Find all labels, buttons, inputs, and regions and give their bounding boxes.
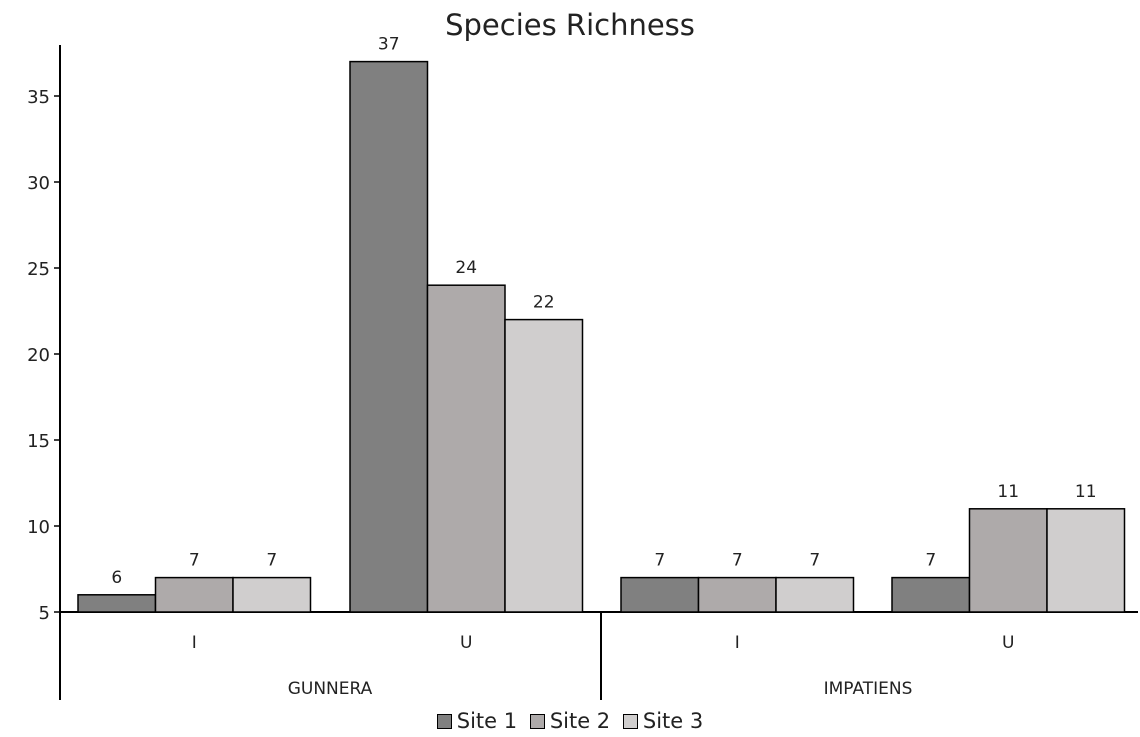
y-tick-label: 30 bbox=[27, 173, 50, 194]
bar-site-1 bbox=[77, 594, 157, 613]
legend: Site 1 Site 2 Site 3 bbox=[0, 709, 1140, 734]
bar-site-3 bbox=[775, 576, 855, 613]
legend-swatch-site-2 bbox=[529, 713, 545, 729]
legend-item-site-2: Site 2 bbox=[529, 709, 611, 733]
bar-site-1 bbox=[620, 576, 700, 613]
x-tick-label: I bbox=[192, 633, 197, 653]
y-tick-label: 20 bbox=[27, 345, 50, 366]
data-label: 24 bbox=[455, 258, 477, 278]
y-tick-label: 35 bbox=[27, 87, 50, 108]
legend-item-site-1: Site 1 bbox=[436, 709, 518, 733]
x-group-label: GUNNERA bbox=[288, 679, 373, 699]
x-tick-label: I bbox=[735, 633, 740, 653]
chart-title: Species Richness bbox=[445, 8, 695, 42]
x-group-label: IMPATIENS bbox=[824, 679, 913, 699]
bar-site-3 bbox=[504, 318, 584, 613]
bar-site-2 bbox=[154, 576, 234, 613]
legend-label-site-2: Site 2 bbox=[549, 709, 611, 733]
y-tick-label: 5 bbox=[39, 603, 50, 624]
bar-site-1 bbox=[891, 576, 971, 613]
data-label: 11 bbox=[1075, 482, 1097, 502]
bar-site-2 bbox=[697, 576, 777, 613]
legend-swatch-site-3 bbox=[622, 713, 638, 729]
data-label: 7 bbox=[189, 551, 200, 571]
y-tick-label: 25 bbox=[27, 259, 50, 280]
legend-label-site-1: Site 1 bbox=[456, 709, 518, 733]
data-label: 7 bbox=[809, 551, 820, 571]
bar-site-2 bbox=[968, 508, 1048, 613]
data-label: 7 bbox=[732, 551, 743, 571]
data-label: 11 bbox=[997, 482, 1019, 502]
data-label: 6 bbox=[111, 568, 122, 588]
y-tick-label: 10 bbox=[27, 517, 50, 538]
legend-swatch-site-1 bbox=[436, 713, 452, 729]
data-label: 7 bbox=[654, 551, 665, 571]
bar-site-1 bbox=[349, 60, 429, 613]
data-label: 37 bbox=[378, 35, 400, 55]
bar-site-3 bbox=[232, 576, 312, 613]
legend-label-site-3: Site 3 bbox=[642, 709, 704, 733]
x-tick-label: U bbox=[460, 633, 472, 653]
x-tick-label: U bbox=[1002, 633, 1014, 653]
legend-item-site-3: Site 3 bbox=[622, 709, 704, 733]
data-label: 7 bbox=[266, 551, 277, 571]
bar-site-3 bbox=[1046, 508, 1126, 613]
y-tick-label: 15 bbox=[27, 431, 50, 452]
data-label: 22 bbox=[533, 293, 555, 313]
bar-site-2 bbox=[426, 284, 506, 613]
data-label: 7 bbox=[925, 551, 936, 571]
